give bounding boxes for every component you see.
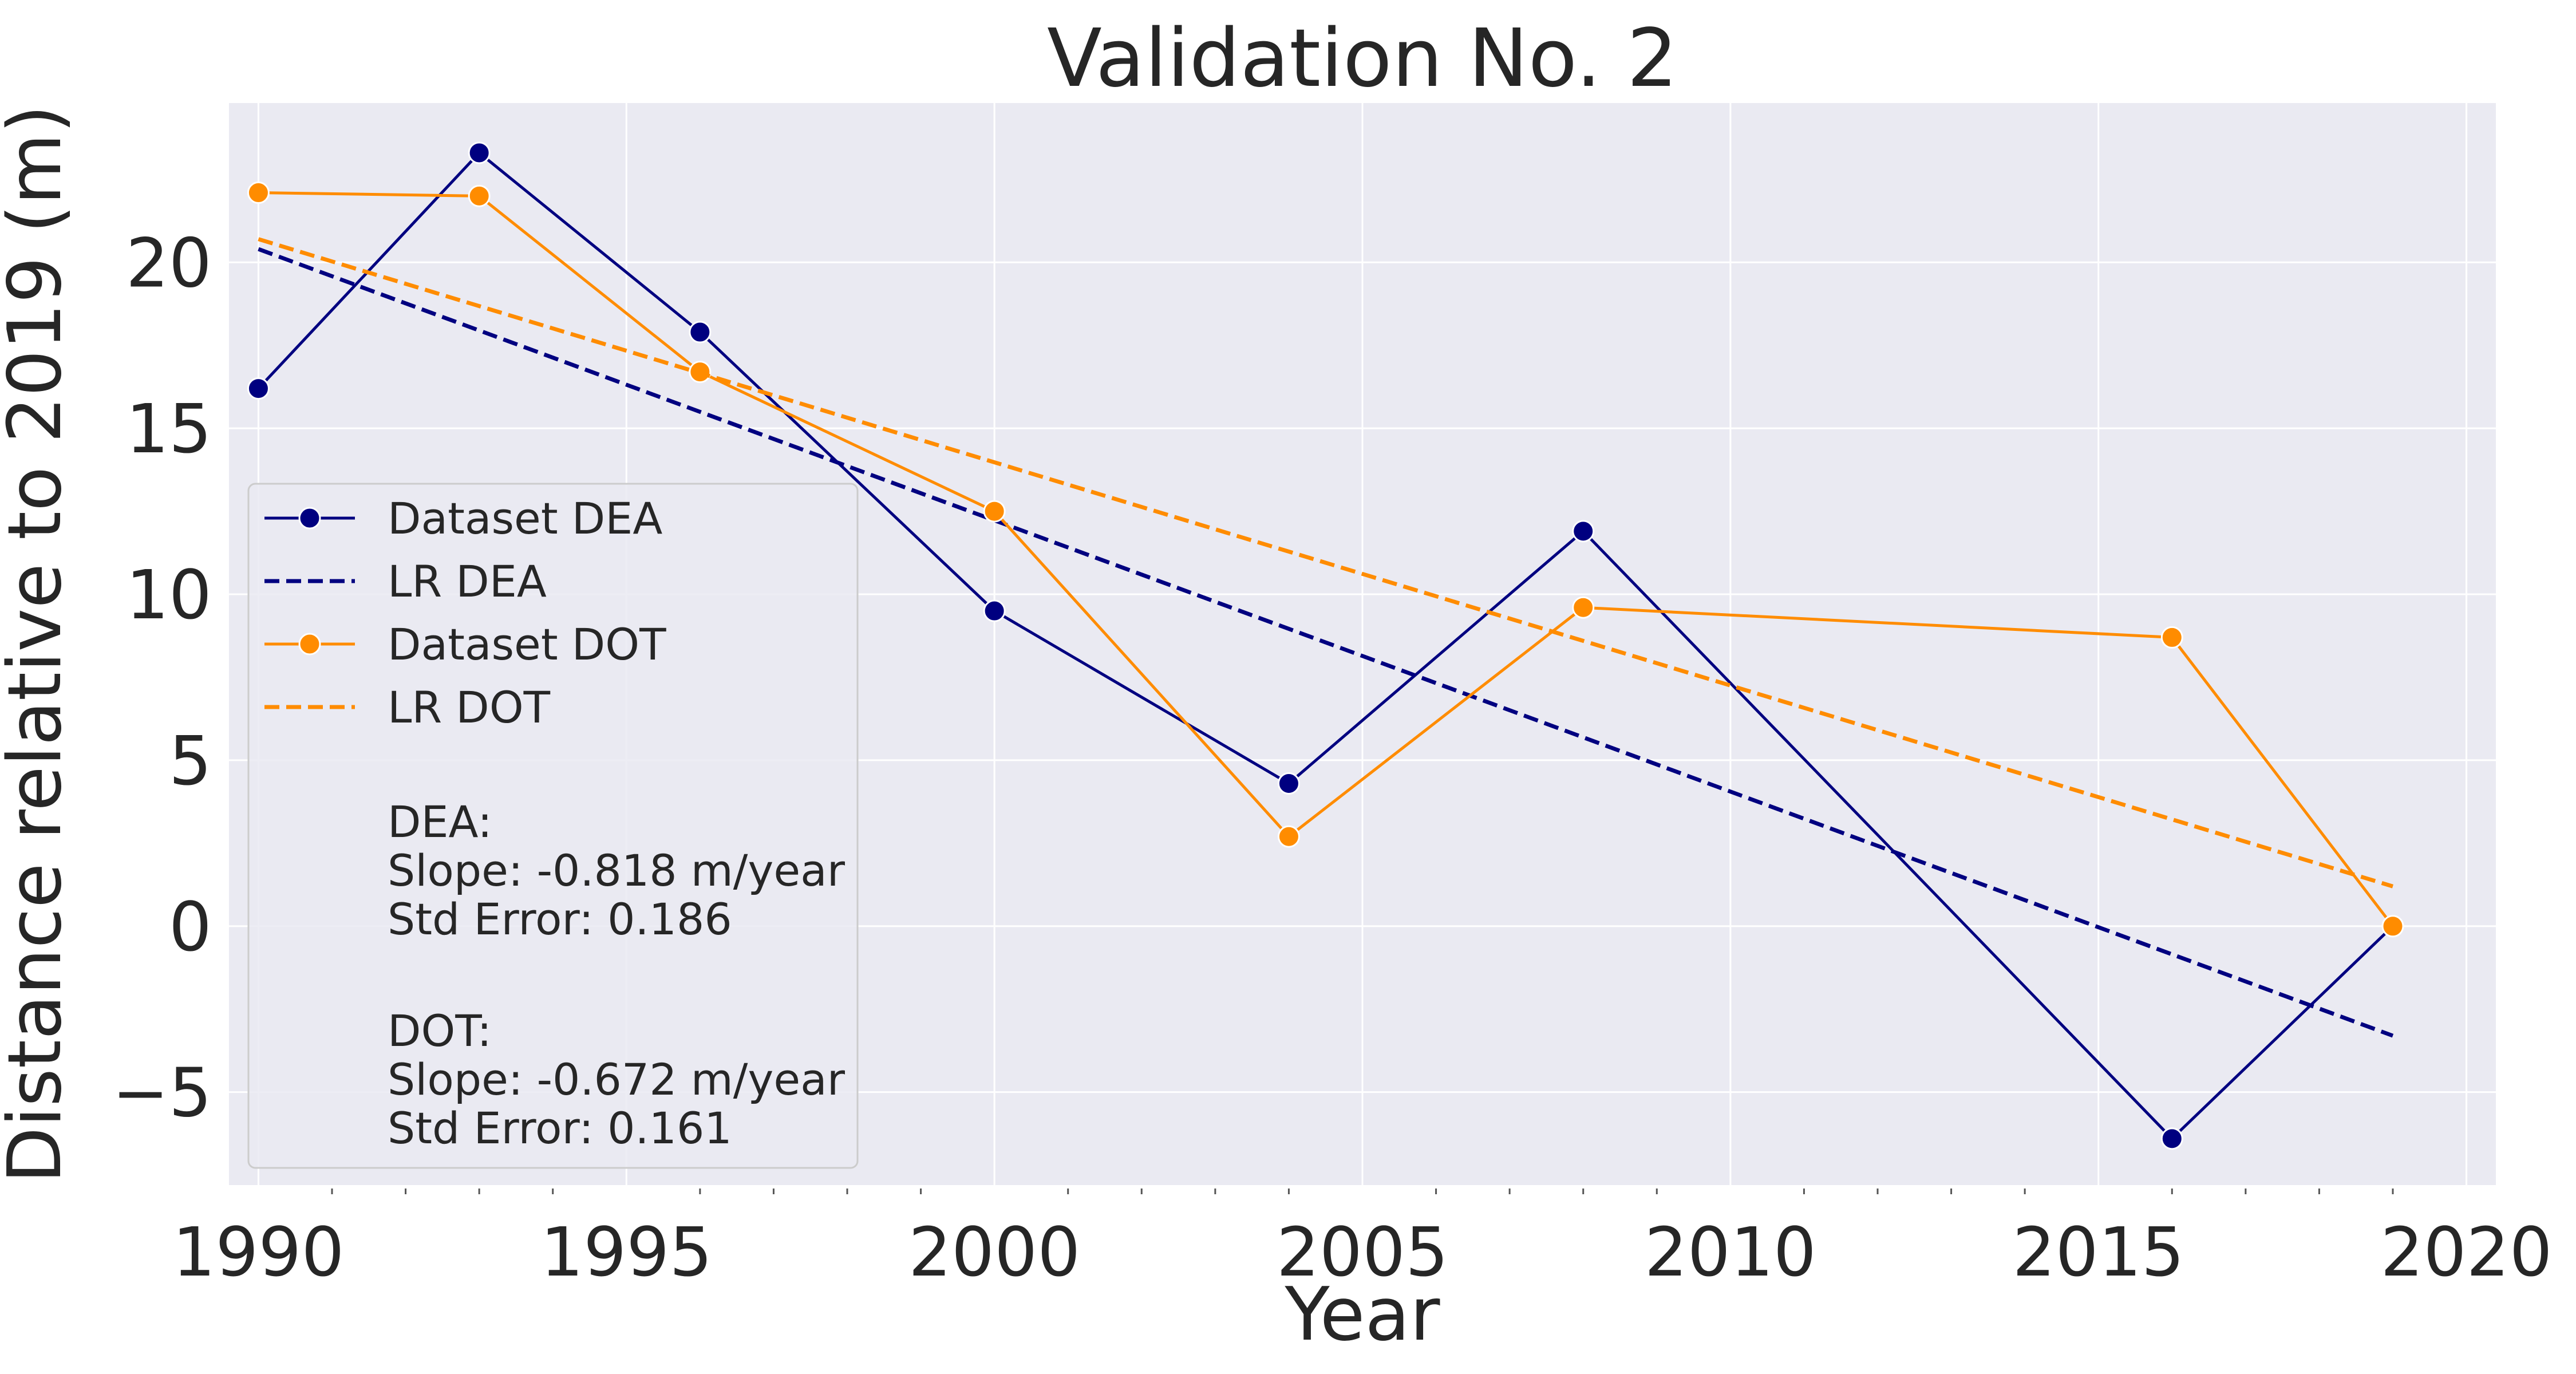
- y-tick-label: 10: [126, 555, 212, 634]
- x-tick-label: 1995: [540, 1213, 712, 1292]
- series-line-dataset-dea: [257, 151, 2394, 1140]
- data-point-dataset-dot: [247, 181, 270, 204]
- y-tick-label: −5: [112, 1053, 212, 1132]
- legend-label-lr-dea: LR DEA: [388, 556, 547, 607]
- series-dataset-dot: [247, 181, 2404, 938]
- annotation-dot-stderr: Std Error: 0.161: [388, 1103, 732, 1154]
- x-tick-label: 2000: [908, 1213, 1080, 1292]
- data-point-dataset-dea: [247, 377, 270, 400]
- data-point-dataset-dea: [1277, 772, 1300, 795]
- y-axis-label: Distance relative to 2019 (m): [0, 105, 78, 1183]
- legend-label-dataset-dot: Dataset DOT: [388, 619, 666, 670]
- annotation-dea-header: DEA:: [388, 796, 492, 847]
- annotation-dea-slope: Slope: -0.818 m/year: [388, 845, 846, 896]
- chart-title: Validation No. 2: [1047, 12, 1678, 105]
- data-point-dataset-dot: [983, 500, 1006, 523]
- x-tick-label: 2020: [2380, 1213, 2552, 1292]
- data-point-dataset-dea: [689, 321, 712, 344]
- series-line-dataset-dot: [258, 191, 2394, 927]
- data-point-dataset-dot: [468, 184, 491, 207]
- x-tick-label: 1990: [172, 1213, 344, 1292]
- y-tick-label: 0: [169, 887, 212, 966]
- series-dataset-dea: [247, 141, 2404, 1150]
- legend-box: [247, 483, 859, 1169]
- legend-label-lr-dot: LR DOT: [388, 682, 551, 733]
- minor-ticks: [331, 1189, 2394, 1194]
- data-point-dataset-dot: [1277, 825, 1300, 848]
- data-point-dataset-dea: [983, 599, 1006, 622]
- x-tick-label: 2015: [2013, 1213, 2184, 1292]
- data-point-dataset-dot: [2381, 915, 2404, 938]
- x-tick-label: 2010: [1645, 1213, 1816, 1292]
- data-point-dataset-dot: [1572, 596, 1595, 619]
- legend-label-dataset-dea: Dataset DEA: [388, 493, 662, 544]
- data-point-dataset-dea: [2160, 1127, 2183, 1150]
- data-point-dataset-dea: [468, 141, 491, 164]
- y-tick-label: 5: [169, 721, 212, 800]
- series-lr-dea: [258, 247, 2394, 1038]
- series-lr-dot: [258, 237, 2394, 889]
- y-tick-label: 20: [126, 223, 212, 302]
- y-tick-label: 15: [126, 389, 212, 468]
- x-axis-label: Year: [1285, 1272, 1440, 1357]
- series-line-lr-dea: [258, 247, 2394, 1038]
- series: [247, 141, 2404, 1150]
- legend-marker-dataset-dot: [298, 633, 321, 656]
- annotation-dot-slope: Slope: -0.672 m/year: [388, 1054, 846, 1105]
- data-point-dataset-dea: [1572, 520, 1595, 543]
- legend-marker-dataset-dea: [298, 507, 321, 530]
- annotation-dea-stderr: Std Error: 0.186: [388, 894, 732, 945]
- data-point-dataset-dot: [2160, 626, 2183, 649]
- series-line-lr-dot: [258, 237, 2394, 889]
- tick-labels: 1990 1995 2000 2005 2010 2015 2020 −5 0 5 10 15 20: [112, 223, 2553, 1292]
- x-tick-label: 2005: [1277, 1213, 1448, 1292]
- annotation-dot-header: DOT:: [388, 1005, 492, 1056]
- legend: Dataset DEA LR DEA Dataset DOT LR DOT DE…: [247, 483, 859, 1169]
